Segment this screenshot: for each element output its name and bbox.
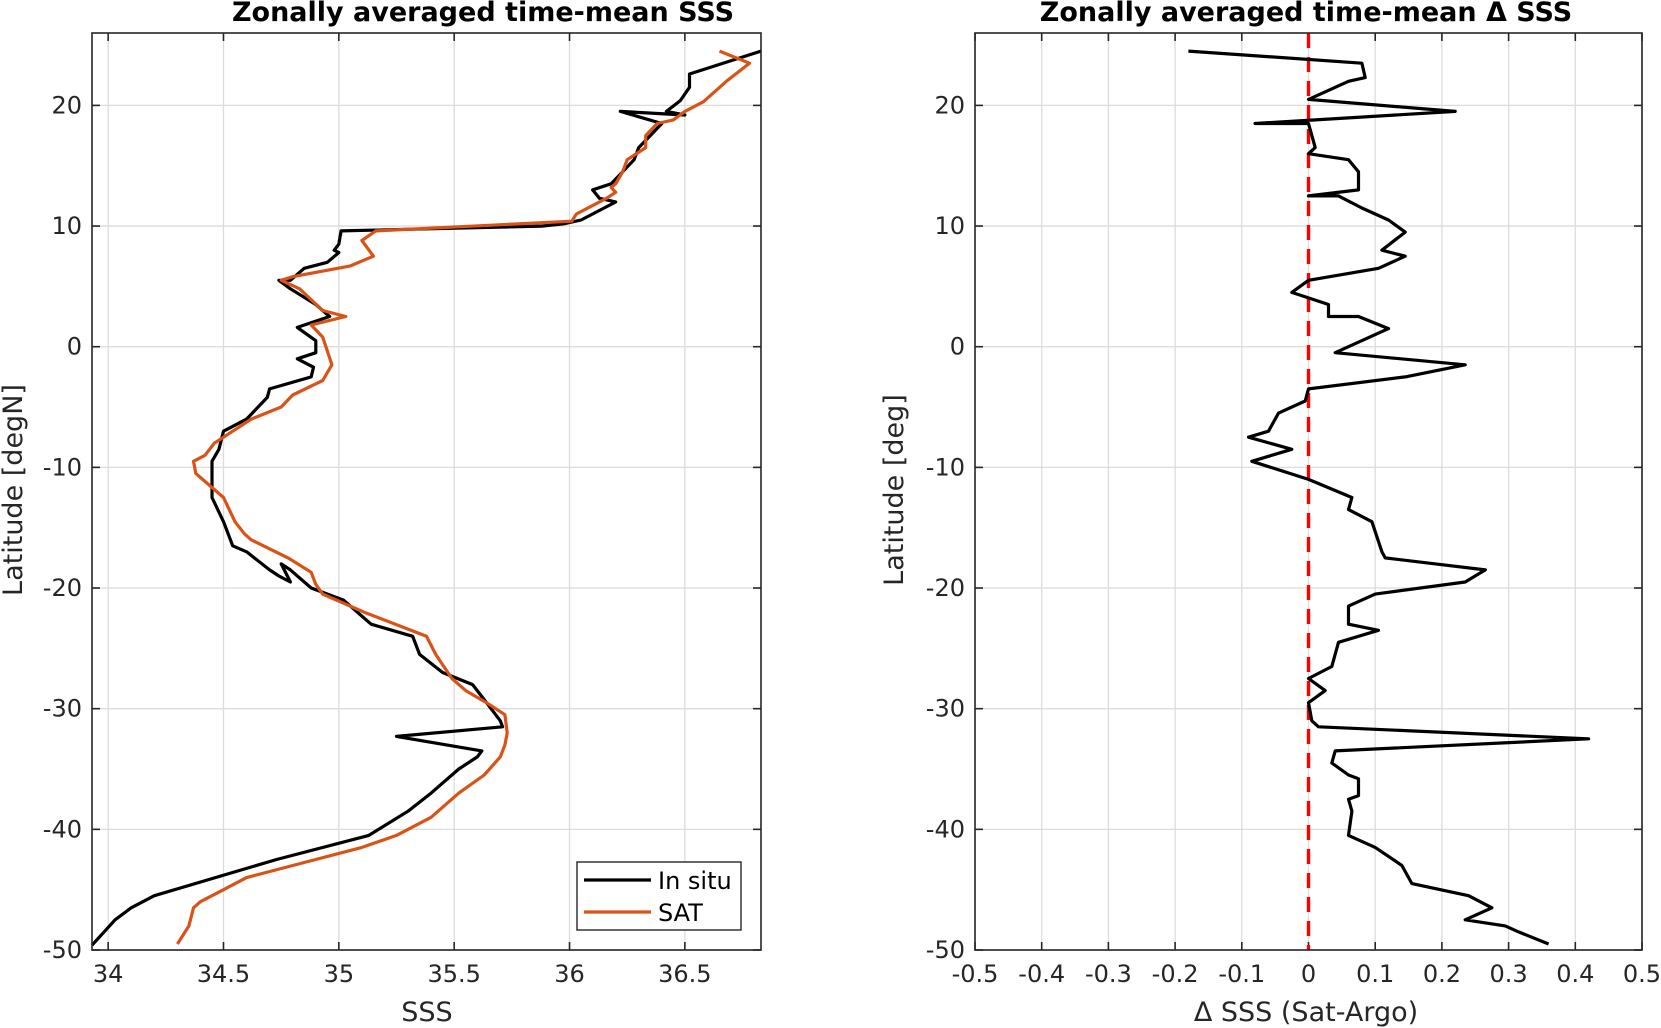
delta-sss-xtick-label: 0.1 <box>1356 960 1394 988</box>
legend-label-in-situ: In situ <box>658 867 732 895</box>
sss-ytick-label: 0 <box>67 333 82 361</box>
sss-ytick-label: -50 <box>43 936 82 964</box>
sss-chart-grid <box>92 33 761 951</box>
legend-label-sat: SAT <box>658 899 703 927</box>
delta-sss-chart-ticks: -0.5 -0.4 -0.3 -0.2 -0.1 0 0.1 0.2 0.3 0.4 0.5 -50 -… <box>926 33 1661 988</box>
delta-sss-ytick-label: 10 <box>934 212 965 240</box>
sss-xtick-label: 36.5 <box>658 960 711 988</box>
legend-box <box>576 861 742 931</box>
delta-sss-ytick-label: -40 <box>926 815 965 843</box>
delta-sss-ytick-label: -20 <box>926 574 965 602</box>
sss-ytick-label: 20 <box>51 91 82 119</box>
sss-xtick-label: 35.5 <box>427 960 480 988</box>
delta-sss-xtick-label: -0.5 <box>952 960 999 988</box>
sss-ytick-label: -40 <box>43 815 82 843</box>
delta-sss-xtick-label: 0.3 <box>1490 960 1528 988</box>
sss-chart-ylabel: Latitude [degN] <box>0 384 29 596</box>
delta-sss-chart-ylabel: Latitude [deg] <box>879 394 910 586</box>
sss-chart-ticks: 34 34.5 35 35.5 36 36.5 -50 -40 -30 -20 -10 0 10 20 <box>43 33 761 988</box>
delta-sss-ytick-label: -10 <box>926 453 965 481</box>
delta-sss-ytick-label: 0 <box>950 333 965 361</box>
delta-sss-series-line-delta <box>1188 49 1591 946</box>
sss-chart-xlabel: SSS <box>401 997 452 1028</box>
delta-sss-xtick-label: -0.3 <box>1085 960 1132 988</box>
sss-xtick-label: 36 <box>554 960 585 988</box>
sss-chart-panel: 34 34.5 35 35.5 36 36.5 -50 -40 -30 -20 -10 0 10 20 Z… <box>0 0 762 1028</box>
delta-sss-ytick-label: 20 <box>934 91 965 119</box>
delta-sss-xtick-label: -0.1 <box>1218 960 1265 988</box>
sss-ytick-label: 10 <box>51 212 82 240</box>
delta-sss-xtick-label: -0.2 <box>1152 960 1199 988</box>
sss-chart-title: Zonally averaged time-mean SSS <box>232 0 734 28</box>
sss-xtick-label: 35 <box>324 960 355 988</box>
sss-ytick-label: -30 <box>43 695 82 723</box>
delta-sss-xtick-label: 0.2 <box>1423 960 1461 988</box>
sss-series-line-in-situ <box>90 49 762 947</box>
delta-sss-ytick-label: -30 <box>926 695 965 723</box>
delta-sss-chart-frame <box>974 32 1643 951</box>
sss-ytick-label: -10 <box>43 453 82 481</box>
sss-chart-frame <box>91 32 762 951</box>
delta-sss-xtick-label: 0 <box>1301 960 1316 988</box>
delta-sss-xtick-label: -0.4 <box>1018 960 1065 988</box>
sss-xtick-label: 34 <box>93 960 124 988</box>
delta-sss-xtick-label: 0.4 <box>1556 960 1594 988</box>
sss-series-line-sat <box>176 49 752 945</box>
delta-sss-chart-title: Zonally averaged time-mean Δ SSS <box>1040 0 1572 28</box>
sss-xtick-label: 34.5 <box>197 960 250 988</box>
delta-sss-chart-xlabel: Δ SSS (Sat-Argo) <box>1194 997 1418 1028</box>
sss-ytick-label: -20 <box>43 574 82 602</box>
delta-sss-chart-panel: -0.5 -0.4 -0.3 -0.2 -0.1 0 0.1 0.2 0.3 0.4 0.5 -50 -… <box>879 0 1661 1028</box>
sss-chart-legend: In situ SAT <box>576 861 742 931</box>
delta-sss-xtick-label: 0.5 <box>1623 960 1661 988</box>
delta-sss-ytick-label: -50 <box>926 936 965 964</box>
sss-chart-series <box>90 49 762 947</box>
delta-sss-chart-series <box>1188 33 1591 950</box>
